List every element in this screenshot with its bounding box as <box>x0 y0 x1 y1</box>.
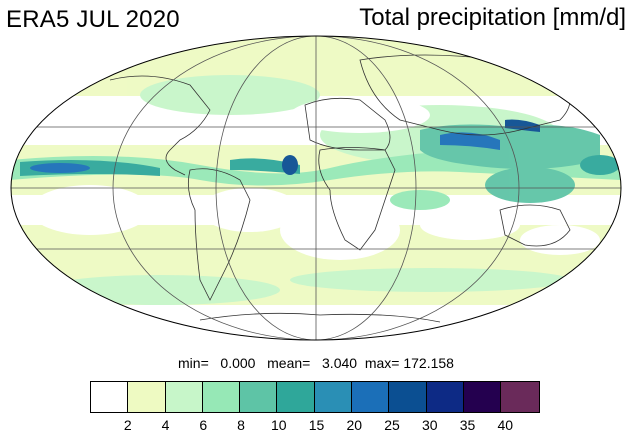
colorbar-tick-label: 2 <box>123 417 132 433</box>
title-right: Total precipitation [mm/d] <box>359 4 626 31</box>
colorbar-tick-label: 6 <box>199 417 208 433</box>
colorbar-box <box>501 382 539 412</box>
colorbar-box <box>128 382 166 412</box>
colorbar-tick-label: 4 <box>161 417 170 433</box>
colorbar-box <box>165 382 203 412</box>
precipitation-map <box>10 35 622 341</box>
colorbar-box <box>389 382 427 412</box>
mean-value: 3.040 <box>322 355 358 371</box>
max-value: 172.158 <box>403 355 454 371</box>
graticule <box>11 36 621 340</box>
colorbar-tick-label: 30 <box>421 417 438 433</box>
colorbar-tick-label: 40 <box>497 417 514 433</box>
max-label: max= <box>364 355 400 371</box>
map-outline <box>10 35 622 341</box>
colorbar-box <box>352 382 390 412</box>
colorbar-tick-label: 25 <box>384 417 400 433</box>
colorbar <box>90 381 540 413</box>
colorbar-tick-label: 10 <box>270 417 287 433</box>
min-label: min= <box>178 355 209 371</box>
colorbar-tick-label: 8 <box>237 417 245 433</box>
colorbar-box <box>314 382 353 412</box>
colorbar-box <box>91 382 129 412</box>
mean-label: mean= <box>267 355 311 371</box>
title-left: ERA5 JUL 2020 <box>6 6 180 33</box>
coastlines <box>109 54 571 323</box>
colorbar-box <box>277 382 315 412</box>
colorbar-tick-labels: 2 4 6 8 10 15 20 25 30 35 40 <box>90 417 543 435</box>
min-value: 0.000 <box>220 355 256 371</box>
colorbar-box <box>426 382 464 412</box>
colorbar-tick-label: 15 <box>308 417 325 433</box>
colorbar-box <box>202 382 241 412</box>
colorbar-box <box>240 382 278 412</box>
stats-line: min= 0.000 mean= 3.040 max= 172.158 <box>0 355 632 371</box>
colorbar-tick-label: 20 <box>346 417 363 433</box>
colorbar-box <box>463 382 502 412</box>
colorbar-tick-label: 35 <box>459 417 476 433</box>
